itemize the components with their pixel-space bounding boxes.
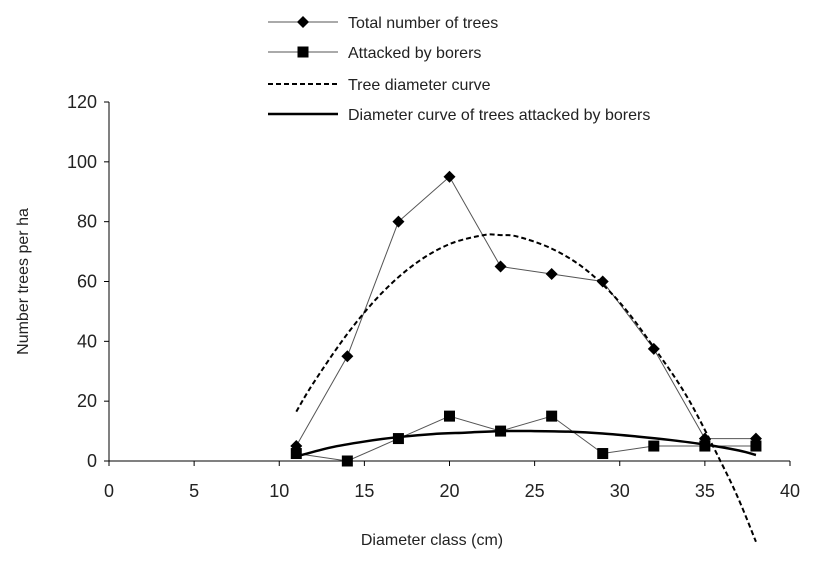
y-tick-label: 120 xyxy=(67,92,97,112)
square-point xyxy=(597,448,609,460)
x-tick-label: 15 xyxy=(354,481,374,501)
diamond-point xyxy=(596,275,609,288)
legend-marker xyxy=(297,46,309,58)
series-3 xyxy=(295,233,757,543)
x-tick-label: 20 xyxy=(439,481,459,501)
diamond-point xyxy=(341,350,354,363)
y-tick-label: 0 xyxy=(87,451,97,471)
y-tick-label: 80 xyxy=(77,212,97,232)
tree-diameter-curve xyxy=(295,233,757,543)
square-point xyxy=(546,410,558,422)
diamond-point xyxy=(545,268,558,281)
x-tick-label: 35 xyxy=(695,481,715,501)
axes: 0 20 40 60 80 100 120 0 5 10 15 20 25 30 35 40 xyxy=(67,92,800,501)
y-tick-label: 60 xyxy=(77,272,97,292)
x-tick-label: 40 xyxy=(780,481,800,501)
diamond-point xyxy=(494,260,507,273)
legend-item: Diameter curve of trees attacked by bore… xyxy=(268,107,650,124)
x-tick-label: 5 xyxy=(189,481,199,501)
series-4 xyxy=(295,429,757,458)
square-point xyxy=(750,440,762,452)
diamond-point xyxy=(392,215,405,228)
square-point xyxy=(341,455,353,467)
series-layer xyxy=(290,170,762,543)
y-tick-label: 20 xyxy=(77,391,97,411)
x-tick-label: 30 xyxy=(610,481,630,501)
square-point xyxy=(444,410,455,422)
series-line xyxy=(295,176,756,447)
y-tick-label: 40 xyxy=(77,331,97,351)
legend-marker xyxy=(297,16,309,28)
x-tick-label: 10 xyxy=(269,481,289,501)
legend-item: Total number of trees xyxy=(268,15,498,32)
y-axis-title: Number trees per ha xyxy=(15,208,32,355)
x-ticks: 0 5 10 15 20 25 30 35 40 xyxy=(104,461,800,501)
y-tick-label: 100 xyxy=(67,152,97,172)
legend-label: Tree diameter curve xyxy=(348,77,491,94)
series-2 xyxy=(290,410,762,467)
x-axis-title: Diameter class (cm) xyxy=(361,532,503,549)
series-line xyxy=(296,415,756,462)
square-point xyxy=(699,440,711,452)
legend-item: Tree diameter curve xyxy=(268,77,491,94)
legend-item: Attacked by borers xyxy=(268,45,481,62)
x-tick-label: 25 xyxy=(525,481,545,501)
series-1 xyxy=(290,170,762,453)
y-ticks: 0 20 40 60 80 100 120 xyxy=(67,92,109,471)
legend-label: Attacked by borers xyxy=(348,45,481,62)
square-point xyxy=(392,433,404,445)
diamond-point xyxy=(443,170,456,183)
square-point xyxy=(648,440,660,452)
attacked-diameter-curve xyxy=(295,429,757,458)
legend-label: Diameter curve of trees attacked by bore… xyxy=(348,107,650,124)
x-tick-label: 0 xyxy=(104,481,114,501)
legend: Total number of trees Attacked by borers T… xyxy=(268,15,650,124)
square-point xyxy=(290,448,302,460)
legend-label: Total number of trees xyxy=(348,15,498,32)
